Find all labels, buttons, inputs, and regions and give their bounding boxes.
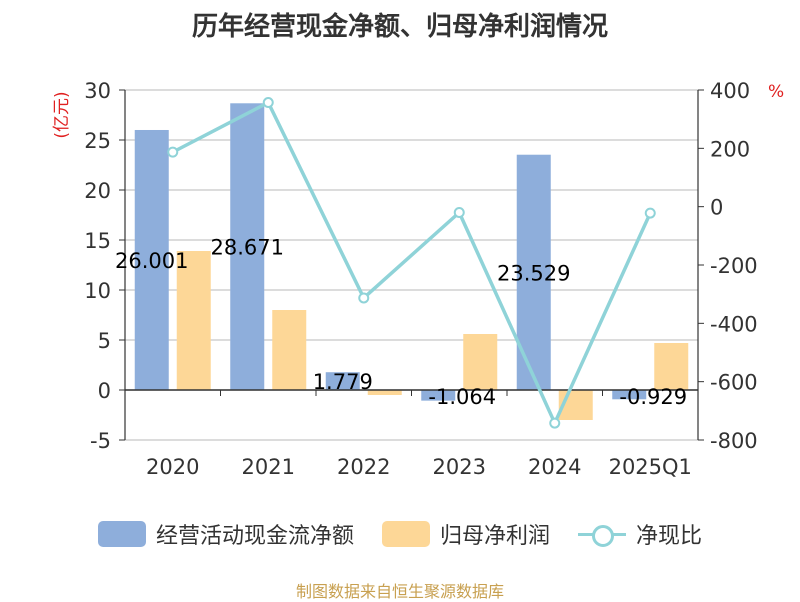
category-label: 2021 xyxy=(242,455,295,479)
legend: 经营活动现金流净额 归母净利润 净现比 xyxy=(0,518,800,550)
right-tick-label: -400 xyxy=(710,312,758,336)
legend-item-cash[interactable]: 经营活动现金流净额 xyxy=(97,518,354,550)
left-tick-label: 0 xyxy=(98,379,111,403)
left-tick-label: 30 xyxy=(84,79,111,103)
data-label-cash: 23.529 xyxy=(497,261,570,285)
legend-label-cash: 经营活动现金流净额 xyxy=(155,524,354,549)
category-label: 2023 xyxy=(433,455,486,479)
right-tick-label: -600 xyxy=(710,371,758,395)
legend-label-ratio: 净现比 xyxy=(636,524,703,549)
bar-profit xyxy=(367,390,402,395)
legend-item-ratio[interactable]: 净现比 xyxy=(578,518,702,550)
data-label-cash: -0.929 xyxy=(619,385,687,409)
ratio-point xyxy=(453,207,465,218)
bar-profit xyxy=(176,251,211,390)
right-tick-label: 400 xyxy=(710,79,750,103)
right-tick-label: -200 xyxy=(710,254,758,278)
right-tick-label: -800 xyxy=(710,429,758,453)
right-tick-label: 0 xyxy=(710,196,723,220)
bar-profit xyxy=(463,334,498,390)
bar-cash xyxy=(612,390,647,400)
legend-swatch-ratio xyxy=(578,521,626,547)
data-label-cash: 26.001 xyxy=(115,249,188,273)
bar-cash xyxy=(134,129,169,391)
data-label-cash: 28.671 xyxy=(211,236,284,260)
ratio-point xyxy=(167,146,179,158)
data-label-cash: 1.779 xyxy=(313,370,373,394)
bar-profit xyxy=(272,310,307,390)
ratio-point xyxy=(549,417,561,429)
left-tick-label: 10 xyxy=(84,279,111,303)
bar-cash xyxy=(325,372,360,390)
left-tick-label: 25 xyxy=(84,129,111,153)
left-tick-label: -5 xyxy=(90,429,111,453)
right-axis-unit: % xyxy=(768,82,784,102)
ratio-point xyxy=(358,292,370,304)
bar-cash xyxy=(421,390,456,401)
left-tick-label: 15 xyxy=(84,229,111,253)
chart-title: 历年经营现金净额、归母净利润情况 xyxy=(191,12,608,42)
left-tick-label: 5 xyxy=(98,329,111,353)
ratio-point xyxy=(644,207,656,219)
legend-item-profit[interactable]: 归母净利润 xyxy=(381,518,550,550)
category-label: 2025Q1 xyxy=(609,455,692,479)
category-label: 2022 xyxy=(337,455,390,479)
data-label-cash: -1.064 xyxy=(428,385,496,409)
right-tick-label: 200 xyxy=(710,137,750,161)
bar-cash xyxy=(230,103,265,390)
source-note: 制图数据来自恒生聚源数据库 xyxy=(295,582,504,601)
category-label: 2024 xyxy=(528,455,581,479)
category-label: 2020 xyxy=(146,455,199,479)
legend-label-profit: 归母净利润 xyxy=(439,524,550,549)
bar-profit xyxy=(654,343,689,390)
ratio-line xyxy=(171,100,652,425)
legend-swatch-profit xyxy=(381,521,430,547)
legend-swatch-cash xyxy=(97,521,146,547)
ratio-point xyxy=(262,97,274,109)
left-axis-unit: (亿元) xyxy=(52,91,72,138)
left-tick-label: 20 xyxy=(84,179,111,203)
